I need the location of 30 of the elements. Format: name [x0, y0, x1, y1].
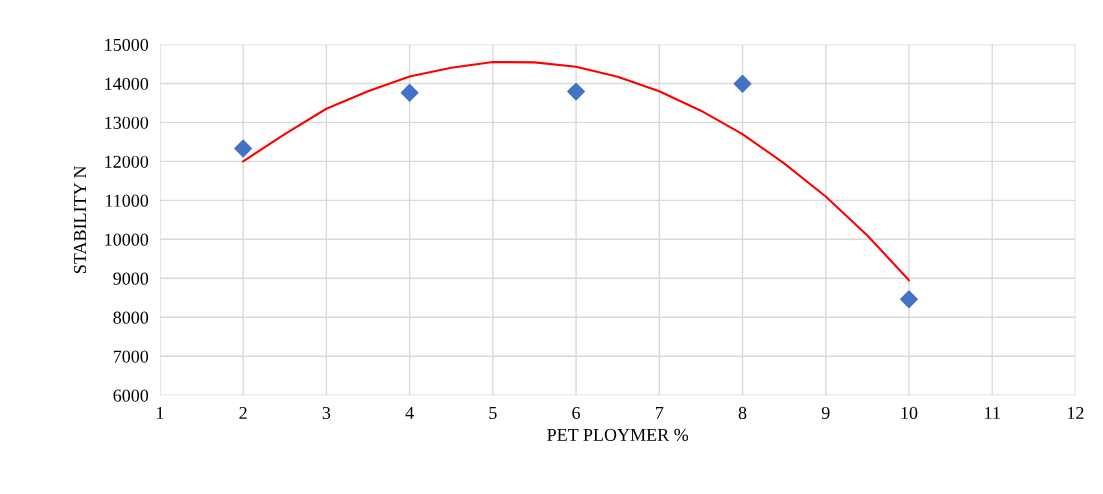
x-tick-label: 1 [157, 406, 164, 419]
y-tick-label: 6000 [113, 389, 149, 402]
x-tick-label: 5 [489, 407, 497, 420]
y-tick-label: 11000 [105, 194, 149, 207]
x-tick-label: 12 [1067, 406, 1084, 419]
y-tick-label: 14000 [105, 77, 149, 90]
y-tick-label: 9000 [113, 272, 149, 285]
x-tick-label: 11 [985, 406, 1000, 419]
x-axis-title: PET PLOYMER % [547, 428, 689, 442]
point [400, 83, 419, 102]
y-tick-label: 12000 [105, 155, 149, 168]
x-tick-label: 7 [655, 407, 664, 419]
point [567, 82, 585, 101]
x-tick-label: 9 [821, 406, 830, 420]
x-tick-label: 10 [901, 406, 918, 420]
line-series [242, 60, 911, 282]
y-tick-label: 10000 [105, 233, 149, 246]
point [234, 139, 253, 158]
point [900, 290, 918, 309]
y-tick-label: 13000 [105, 116, 149, 129]
x-tick-label: 8 [738, 406, 747, 420]
y-tick-label: 7000 [113, 350, 149, 363]
y-tick-label: 8000 [113, 311, 149, 324]
point [733, 74, 752, 93]
x-tick-label: 4 [405, 406, 414, 419]
y-tick-label: 15000 [105, 38, 149, 51]
y-axis-title: STABILITY N [73, 165, 87, 273]
x-tick-label: 3 [322, 406, 331, 420]
x-tick-label: 2 [239, 406, 247, 419]
x-tick-label: 6 [572, 406, 581, 420]
